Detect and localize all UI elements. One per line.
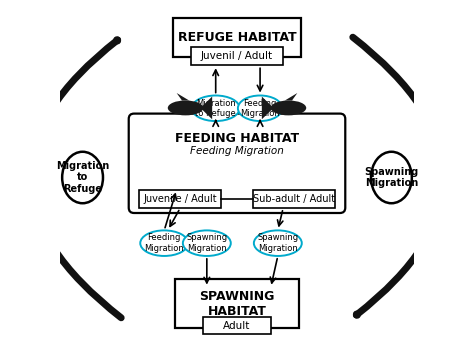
- Text: Spawning
Migration: Spawning Migration: [365, 167, 419, 188]
- FancyArrowPatch shape: [353, 37, 444, 315]
- FancyBboxPatch shape: [175, 279, 299, 328]
- Ellipse shape: [168, 100, 203, 115]
- Polygon shape: [177, 93, 189, 100]
- FancyBboxPatch shape: [173, 18, 301, 57]
- Text: Feeding
Migration: Feeding Migration: [145, 234, 184, 253]
- Polygon shape: [262, 97, 273, 119]
- Text: Feeding Migration: Feeding Migration: [190, 146, 284, 156]
- FancyBboxPatch shape: [253, 190, 335, 208]
- Text: Migration
to
Refuge: Migration to Refuge: [56, 161, 109, 194]
- Text: Sub-adult / Adult: Sub-adult / Adult: [253, 194, 335, 204]
- Text: SPAWNING
HABITAT: SPAWNING HABITAT: [199, 290, 275, 317]
- Text: Adult: Adult: [223, 321, 251, 331]
- Polygon shape: [201, 97, 212, 119]
- Ellipse shape: [62, 152, 103, 203]
- Ellipse shape: [371, 152, 412, 203]
- Text: Juvenile / Adult: Juvenile / Adult: [144, 194, 217, 204]
- FancyBboxPatch shape: [203, 317, 271, 334]
- Text: Spawning
Migration: Spawning Migration: [186, 234, 228, 253]
- Text: Feeding
Migration: Feeding Migration: [240, 99, 280, 118]
- Text: REFUGE HABITAT: REFUGE HABITAT: [178, 31, 296, 44]
- Ellipse shape: [140, 230, 188, 256]
- Text: Spawning
Migration: Spawning Migration: [257, 234, 299, 253]
- Ellipse shape: [238, 95, 282, 121]
- FancyBboxPatch shape: [139, 190, 221, 208]
- Ellipse shape: [254, 230, 302, 256]
- FancyBboxPatch shape: [191, 47, 283, 65]
- Ellipse shape: [271, 100, 306, 115]
- Ellipse shape: [183, 230, 231, 256]
- FancyBboxPatch shape: [129, 114, 345, 213]
- FancyArrowPatch shape: [30, 40, 121, 318]
- Text: Migration
to Refuge: Migration to Refuge: [195, 99, 236, 118]
- Text: FEEDING HABITAT: FEEDING HABITAT: [175, 132, 299, 145]
- Text: Juvenil / Adult: Juvenil / Adult: [201, 51, 273, 61]
- Ellipse shape: [192, 95, 240, 121]
- Polygon shape: [285, 93, 297, 100]
